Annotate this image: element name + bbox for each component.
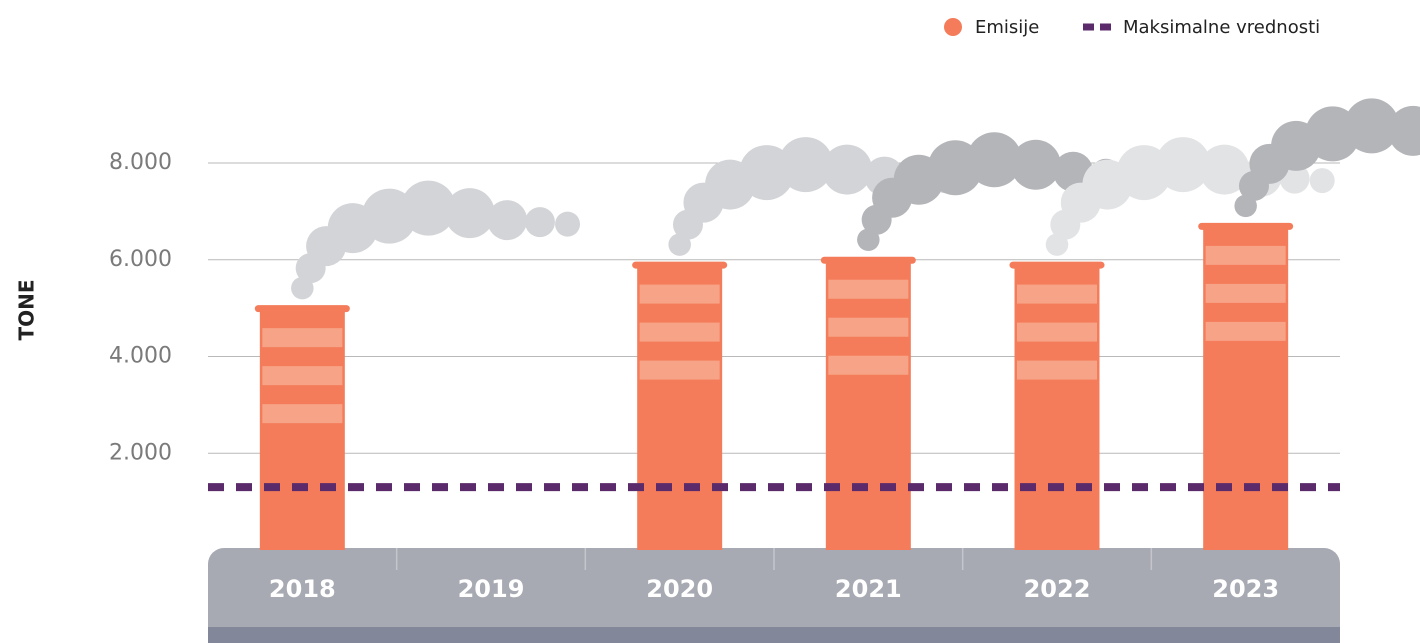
- smoke-puff: [1388, 105, 1420, 156]
- chimney-cap: [254, 305, 350, 313]
- chimney-stripe: [1205, 245, 1286, 265]
- platform: [208, 548, 1340, 643]
- chimney-stripe: [1017, 322, 1097, 342]
- chimney-stripe: [828, 279, 909, 299]
- smoke: [857, 132, 1147, 251]
- chimney-stripe: [1017, 360, 1097, 380]
- smoke-puff: [966, 132, 1022, 188]
- smoke-puff: [778, 137, 834, 193]
- smoke: [1045, 137, 1335, 256]
- smoke: [1234, 98, 1420, 218]
- bar: [259, 308, 345, 550]
- smoke: [291, 180, 581, 300]
- chimney-cap: [1198, 222, 1294, 230]
- y-tick-label: 8.000: [109, 150, 172, 175]
- chimney-stripe: [262, 328, 343, 348]
- bar: [1203, 225, 1289, 550]
- chimney-stripe: [262, 404, 343, 424]
- x-tick-label: 2020: [646, 575, 713, 603]
- chimney-stripe: [639, 284, 720, 304]
- legend-label: Emisije: [975, 17, 1039, 38]
- x-tick-label: 2018: [269, 575, 336, 603]
- chimney-cap: [632, 261, 728, 269]
- smoke-puff: [400, 180, 456, 236]
- x-tick-label: 2021: [835, 575, 902, 603]
- smoke-puff: [1155, 137, 1211, 193]
- legend-marker: [944, 18, 962, 36]
- chimney-stripe: [639, 360, 720, 380]
- chimney-stripe: [828, 317, 909, 337]
- smoke-puff: [1010, 139, 1061, 190]
- smoke-puff: [444, 188, 495, 239]
- chimney-stripe: [1017, 284, 1097, 304]
- bar: [1014, 264, 1100, 550]
- smoke-puff: [487, 200, 528, 241]
- platform-base: [208, 627, 1340, 643]
- y-tick-label: 2.000: [109, 440, 172, 465]
- y-axis-label: TONE: [15, 279, 39, 340]
- smoke-puff: [1199, 144, 1250, 195]
- smoke-puff: [1344, 98, 1400, 154]
- x-tick-label: 2019: [458, 575, 525, 603]
- y-tick-label: 6.000: [109, 247, 172, 272]
- legend-label: Maksimalne vrednosti: [1123, 17, 1320, 38]
- smoke-puff: [822, 144, 873, 195]
- smoke-puff: [1309, 168, 1335, 194]
- chimney-stripe: [1205, 283, 1286, 303]
- x-tick-label: 2023: [1212, 575, 1279, 603]
- x-tick-label: 2022: [1024, 575, 1091, 603]
- y-tick-label: 4.000: [109, 344, 172, 369]
- chimney-stripe: [639, 322, 720, 342]
- chimney-cap: [820, 256, 916, 264]
- smoke-puff: [555, 211, 581, 237]
- bar: [825, 259, 911, 550]
- chimney-stripe: [262, 366, 343, 386]
- smoke-puff: [524, 207, 555, 238]
- bar: [637, 264, 723, 550]
- chimney-cap: [1009, 261, 1105, 269]
- chimney-stripe: [828, 355, 909, 375]
- chimney-stripe: [1205, 321, 1286, 341]
